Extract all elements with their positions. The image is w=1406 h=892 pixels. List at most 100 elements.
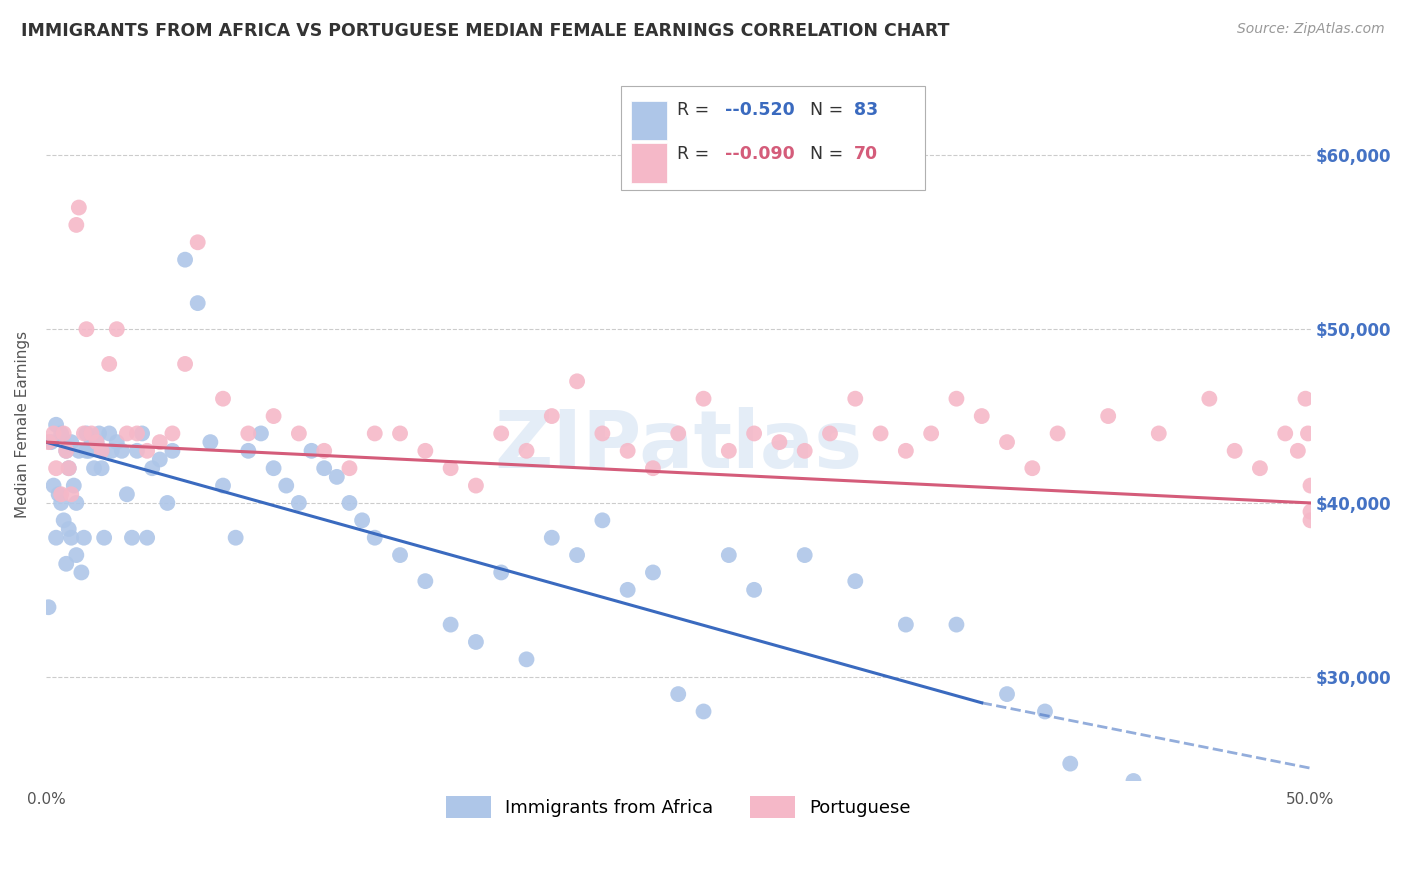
Point (1299, 478, 1322, 492)
Point (73, 426, 96, 441)
Point (238, 443, 260, 458)
Point (844, 392, 866, 406)
Point (1122, 774, 1144, 789)
Point (1198, 392, 1220, 406)
Point (212, 478, 235, 492)
Point (1046, 426, 1069, 441)
Point (995, 435, 1018, 450)
Point (489, 426, 512, 441)
FancyBboxPatch shape (631, 144, 666, 183)
Point (717, 443, 740, 458)
Point (67, 443, 90, 458)
Point (121, 531, 143, 545)
Point (591, 513, 613, 527)
Point (364, 531, 387, 545)
Point (666, 426, 689, 441)
Point (540, 531, 562, 545)
Point (45, 461, 67, 475)
Point (818, 426, 841, 441)
Point (692, 705, 714, 719)
Point (1021, 461, 1043, 475)
Point (415, 443, 437, 458)
Point (58, 461, 80, 475)
Point (1299, 505, 1322, 519)
Point (641, 461, 664, 475)
Point (55, 557, 77, 571)
Point (844, 574, 866, 589)
Point (52, 426, 75, 441)
Point (995, 687, 1018, 701)
Point (60, 531, 83, 545)
Text: --0.090: --0.090 (725, 145, 794, 163)
Point (389, 426, 412, 441)
Point (42, 478, 65, 492)
Point (288, 426, 311, 441)
Point (75, 426, 97, 441)
Point (339, 461, 361, 475)
Point (276, 478, 298, 492)
Point (1274, 426, 1296, 441)
Point (1223, 443, 1246, 458)
Point (717, 548, 740, 562)
Point (187, 235, 209, 250)
Point (162, 443, 184, 458)
Point (149, 435, 172, 450)
Point (1033, 705, 1056, 719)
Point (489, 566, 512, 580)
Point (149, 452, 172, 467)
Point (692, 392, 714, 406)
Point (225, 531, 247, 545)
Point (1299, 513, 1322, 527)
Point (115, 426, 138, 441)
Point (1059, 756, 1081, 771)
Point (515, 443, 537, 458)
Point (1294, 392, 1316, 406)
Point (49, 426, 72, 441)
Point (389, 548, 412, 562)
Point (301, 443, 323, 458)
Point (125, 443, 148, 458)
Point (80, 435, 103, 450)
Point (1147, 426, 1170, 441)
Point (212, 392, 235, 406)
Point (73, 531, 96, 545)
Point (58, 461, 80, 475)
Text: ZIPatlas: ZIPatlas (494, 407, 862, 485)
Point (111, 443, 134, 458)
Point (62, 478, 84, 492)
Point (314, 443, 336, 458)
Point (314, 461, 336, 475)
Point (894, 617, 917, 632)
Point (93, 531, 115, 545)
Point (75, 443, 97, 458)
Point (464, 635, 486, 649)
Point (37, 600, 59, 615)
Legend: Immigrants from Africa, Portuguese: Immigrants from Africa, Portuguese (439, 789, 918, 825)
Point (920, 426, 942, 441)
Point (793, 443, 815, 458)
FancyBboxPatch shape (621, 87, 925, 190)
Point (42, 426, 65, 441)
Point (352, 513, 374, 527)
Point (115, 487, 138, 501)
Point (45, 531, 67, 545)
Point (793, 548, 815, 562)
Point (39, 435, 62, 450)
Point (70, 566, 93, 580)
Point (141, 461, 163, 475)
Text: IMMIGRANTS FROM AFRICA VS PORTUGUESE MEDIAN FEMALE EARNINGS CORRELATION CHART: IMMIGRANTS FROM AFRICA VS PORTUGUESE MED… (21, 22, 949, 40)
Point (100, 443, 122, 458)
Point (616, 443, 638, 458)
Point (1296, 426, 1319, 441)
Point (970, 409, 993, 423)
Point (440, 617, 463, 632)
Point (86, 435, 108, 450)
Point (565, 374, 588, 388)
Text: N =: N = (810, 101, 848, 119)
Point (591, 426, 613, 441)
Point (55, 443, 77, 458)
Point (45, 417, 67, 432)
Point (540, 409, 562, 423)
Point (55, 443, 77, 458)
Point (105, 435, 128, 450)
